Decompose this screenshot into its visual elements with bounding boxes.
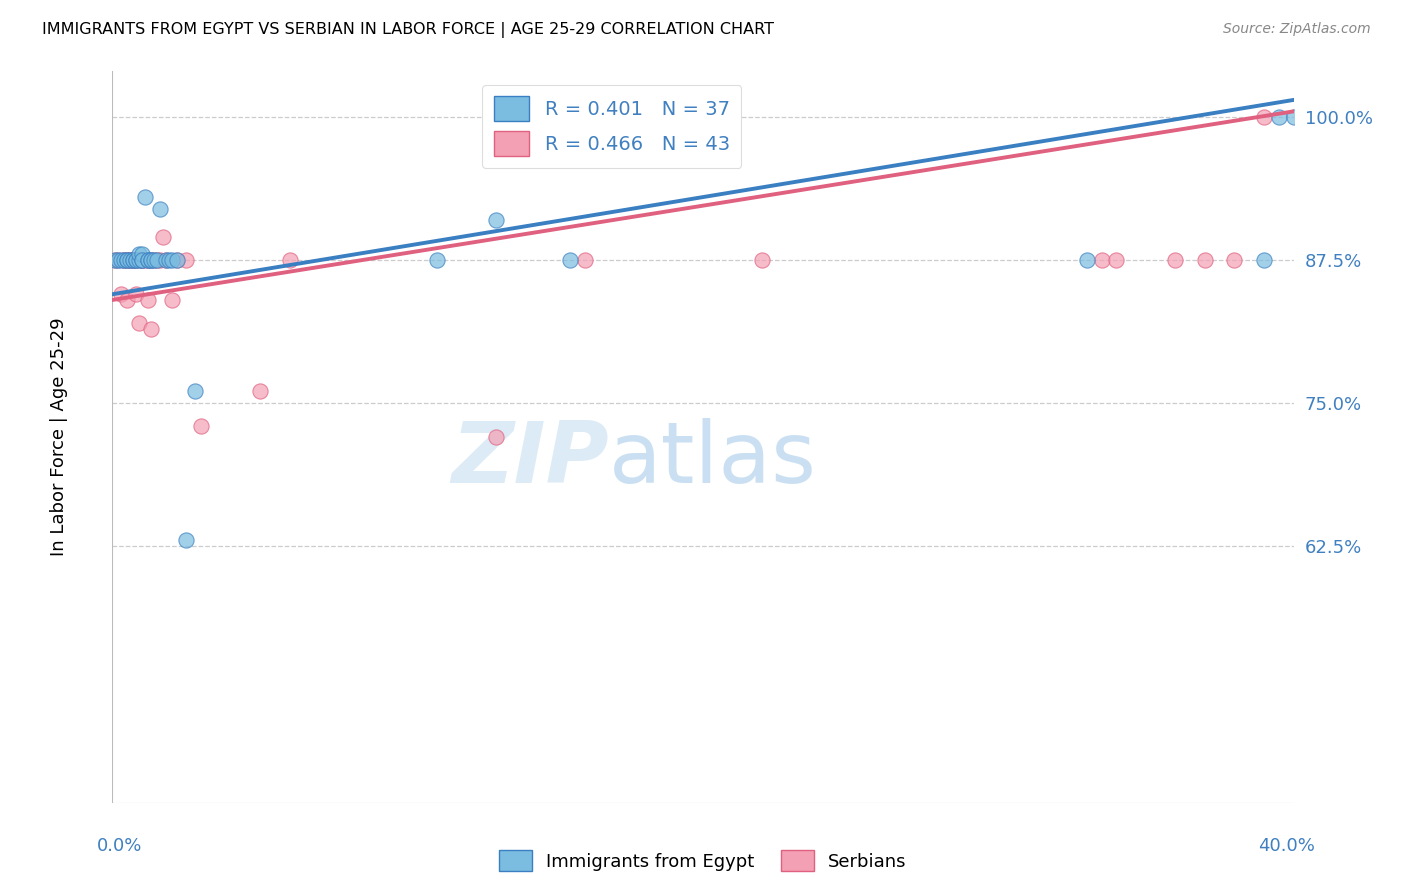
Point [166,252,188,267]
Point [166,252,188,267]
Point [751,252,773,267]
Point [190,418,212,433]
Point [1105,252,1128,267]
Point [1164,252,1187,267]
Point [131,252,153,267]
Point [125,252,148,267]
Point [122,252,145,267]
Point [117,252,138,267]
Point [558,252,582,267]
Point [174,252,197,267]
Point [128,252,150,267]
Point [152,230,174,244]
Point [128,316,150,330]
Point [134,190,156,204]
Point [112,252,135,267]
Point [120,252,142,267]
Point [112,252,135,267]
Point [125,287,148,301]
Point [184,384,207,399]
Text: 0.0%: 0.0% [97,837,142,855]
Point [574,252,596,267]
Point [278,252,301,267]
Point [142,252,165,267]
Point [149,252,172,267]
Point [104,252,127,267]
Text: atlas: atlas [609,417,817,500]
Point [128,252,150,267]
Point [142,252,165,267]
Legend: Immigrants from Egypt, Serbians: Immigrants from Egypt, Serbians [492,843,914,879]
Point [485,430,508,444]
Point [139,252,162,267]
Point [1268,110,1291,124]
Point [117,252,138,267]
Text: Source: ZipAtlas.com: Source: ZipAtlas.com [1223,22,1371,37]
Point [120,252,142,267]
Point [125,252,148,267]
Point [122,252,145,267]
Point [155,252,177,267]
Point [1223,252,1246,267]
Point [131,252,153,267]
Point [160,293,183,307]
Point [174,533,197,547]
Point [125,252,148,267]
Point [110,252,132,267]
Point [136,252,159,267]
Point [117,252,138,267]
Point [155,252,177,267]
Point [485,213,508,227]
Point [157,252,180,267]
Point [1282,110,1305,124]
Point [139,321,162,335]
Point [131,252,153,267]
Point [110,287,132,301]
Point [117,293,138,307]
Point [122,252,145,267]
Point [112,252,135,267]
Point [136,252,159,267]
Text: In Labor Force | Age 25-29: In Labor Force | Age 25-29 [51,318,69,557]
Point [1076,252,1098,267]
Text: IMMIGRANTS FROM EGYPT VS SERBIAN IN LABOR FORCE | AGE 25-29 CORRELATION CHART: IMMIGRANTS FROM EGYPT VS SERBIAN IN LABO… [42,22,775,38]
Point [128,247,150,261]
Point [122,252,145,267]
Point [149,202,172,216]
Point [120,252,142,267]
Point [426,252,449,267]
Point [139,252,162,267]
Point [1194,252,1216,267]
Point [131,247,153,261]
Point [136,252,159,267]
Point [1253,110,1275,124]
Point [1091,252,1114,267]
Point [146,252,169,267]
Point [107,252,129,267]
Point [134,252,156,267]
Point [1253,252,1275,267]
Point [107,252,129,267]
Point [160,252,183,267]
Text: 40.0%: 40.0% [1258,837,1315,855]
Point [249,384,271,399]
Point [104,252,127,267]
Point [146,252,169,267]
Point [139,252,162,267]
Text: ZIP: ZIP [451,417,609,500]
Legend: R = 0.401   N = 37, R = 0.466   N = 43: R = 0.401 N = 37, R = 0.466 N = 43 [482,85,741,168]
Point [136,293,159,307]
Point [131,252,153,267]
